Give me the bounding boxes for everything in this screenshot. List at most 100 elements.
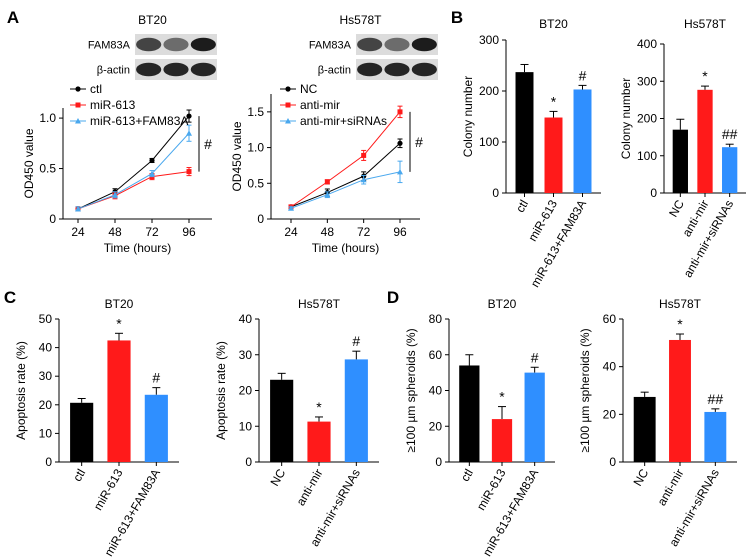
x-axis-label: Time (hours) [104, 241, 172, 255]
y-axis-label: Colony number [619, 78, 633, 159]
bar-miR-613 [491, 419, 513, 462]
blot-row-label: FAM83A [88, 40, 131, 52]
x-tick-label: anti-mir [654, 467, 686, 509]
blot-band [357, 62, 383, 77]
data-point [361, 152, 367, 158]
bar-NC [270, 379, 294, 462]
chart-title: Hs578T [659, 297, 702, 311]
bar-miR-613 [544, 117, 563, 193]
y-tick-label: 10 [239, 419, 253, 433]
legend-marker [75, 102, 81, 108]
significance-mark: # [204, 136, 212, 152]
x-tick-label: NC [666, 197, 687, 219]
legend-label: anti-mir [300, 98, 340, 112]
chart-title: Hs578T [339, 13, 382, 27]
y-axis-label: ≥100 µm spheroids (%) [578, 328, 592, 452]
y-tick-label: 200 [637, 112, 657, 126]
significance-mark: # [579, 67, 587, 83]
x-tick-label: miR-613 [91, 466, 126, 513]
y-tick-label: 20 [603, 407, 617, 421]
y-tick-label: 40 [239, 312, 253, 326]
series-line-miR-613 [77, 171, 190, 210]
y-axis-label: Colony number [461, 76, 475, 157]
y-tick-label: 300 [479, 33, 499, 47]
data-point [186, 130, 192, 136]
blot-row-label: β-actin [318, 65, 351, 77]
chart-title: Hs578T [684, 17, 727, 31]
data-point [75, 205, 81, 212]
bar-anti-mir [697, 89, 713, 193]
blot-row-label: FAM83A [309, 40, 352, 52]
legend-label: NC [300, 82, 318, 96]
data-point [149, 170, 155, 177]
y-tick-label: 20 [429, 419, 443, 433]
series-line-anti-mir [290, 111, 401, 208]
chart-title: BT20 [138, 13, 167, 27]
y-tick-label: 0 [245, 455, 252, 469]
y-axis-label: OD450 value [230, 121, 244, 191]
x-tick-label: ctl [513, 198, 531, 215]
x-tick-label: 48 [108, 225, 122, 239]
panel-letter-B: B [451, 8, 463, 27]
blot-band [163, 62, 189, 77]
bar-miR-613+FAM83A [573, 89, 592, 193]
y-tick-label: 300 [637, 74, 657, 88]
significance-mark: * [677, 316, 683, 332]
significance-mark: * [316, 399, 322, 415]
x-tick-label: NC [267, 466, 288, 488]
bar-miR-613+FAM83A [524, 372, 545, 462]
y-axis-label: OD450 value [22, 128, 36, 198]
significance-mark: * [116, 315, 122, 331]
legend-marker [285, 118, 291, 124]
data-point [112, 191, 118, 198]
blot-row-label: β-actin [97, 65, 130, 77]
x-tick-label: 96 [182, 225, 196, 239]
y-tick-label: 40 [603, 360, 617, 374]
x-tick-label: 96 [393, 225, 407, 239]
data-point [288, 205, 294, 211]
y-tick-label: 0 [257, 212, 264, 226]
bar-miR-613 [107, 340, 131, 462]
bar-ctl [515, 72, 534, 193]
blot-band [136, 62, 162, 77]
y-tick-label: 0 [609, 455, 616, 469]
y-tick-label: 0 [45, 455, 52, 469]
y-tick-label: 60 [603, 312, 617, 326]
legend-label: miR-613+FAM83A [90, 114, 188, 128]
legend-marker [285, 102, 291, 108]
y-tick-label: 20 [239, 384, 253, 398]
x-tick-label: NC [630, 466, 651, 488]
x-tick-label: 24 [71, 225, 85, 239]
x-tick-label: anti-mir [293, 467, 325, 509]
bar-anti-mir+siRNAs [722, 147, 738, 193]
x-tick-label: 24 [284, 225, 298, 239]
data-point [397, 140, 403, 146]
series-line-anti-mir+siRNAs [290, 171, 401, 209]
y-tick-label: 0 [650, 186, 657, 200]
y-tick-label: 30 [239, 348, 253, 362]
legend-label: anti-mir+siRNAs [300, 114, 387, 128]
y-tick-label: 1.0 [247, 141, 264, 155]
data-point [324, 191, 331, 198]
y-tick-label: 10 [39, 426, 53, 440]
y-tick-label: 60 [429, 348, 443, 362]
significance-mark: # [352, 333, 360, 349]
y-tick-label: 80 [429, 312, 443, 326]
y-tick-label: 200 [479, 84, 499, 98]
legend-marker [75, 118, 81, 124]
series-line-NC [290, 142, 401, 208]
x-tick-label: miR-613 [474, 466, 509, 513]
chart-title: BT20 [488, 297, 517, 311]
y-tick-label: 20 [39, 398, 53, 412]
y-tick-label: 100 [479, 135, 499, 149]
data-point [360, 176, 367, 183]
y-tick-label: 100 [637, 149, 657, 163]
y-tick-label: 0.5 [39, 162, 56, 176]
chart-title: BT20 [105, 297, 134, 311]
blot-band [163, 37, 189, 52]
chart-title: Hs578T [298, 297, 341, 311]
data-point [186, 113, 192, 119]
data-point [324, 179, 330, 185]
blot-band [411, 37, 437, 52]
